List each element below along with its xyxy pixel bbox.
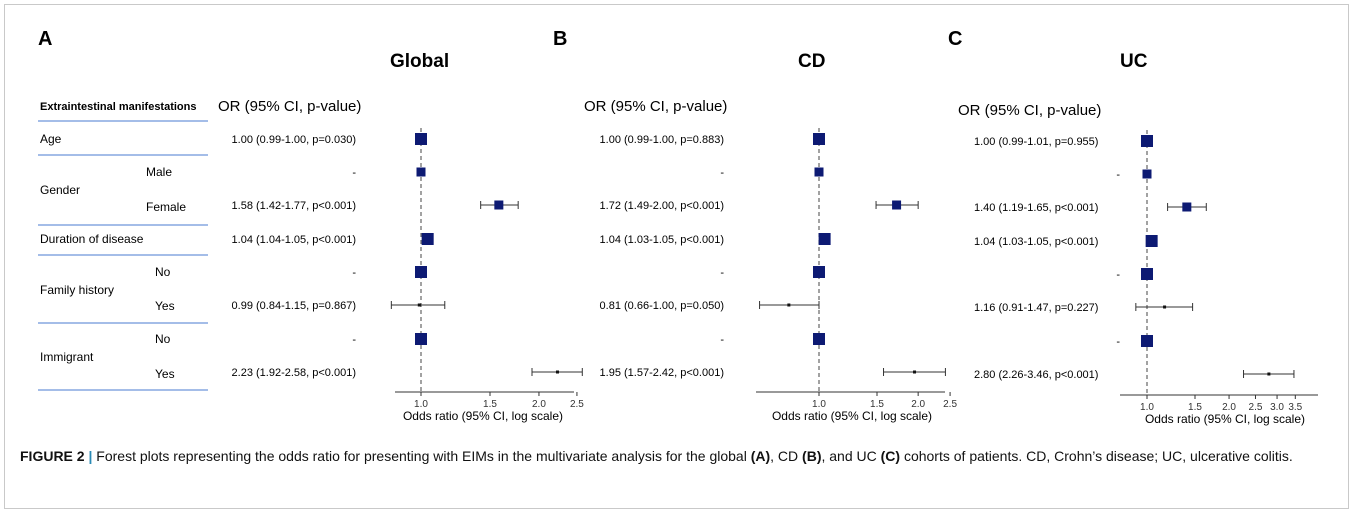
or-value-text: -	[352, 167, 356, 179]
or-value-text: -	[352, 334, 356, 346]
caption-separator: |	[88, 448, 93, 464]
sublevel-male: Male	[146, 165, 172, 179]
point-estimate	[1182, 202, 1192, 212]
x-axis-label-global: Odds ratio (95% CI, log scale)	[403, 409, 563, 423]
x-tick-label: 3.5	[1288, 402, 1302, 413]
x-tick-label: 3.0	[1270, 402, 1284, 413]
x-axis-label-cd: Odds ratio (95% CI, log scale)	[772, 409, 932, 423]
or-value-text: -	[1116, 269, 1120, 281]
table-header: Extraintestinal manifestations	[40, 101, 197, 113]
sublevel-immigrant-yes: Yes	[155, 367, 175, 381]
point-estimate	[813, 133, 825, 145]
point-estimate	[415, 133, 427, 145]
row-label-gender: Gender	[40, 183, 80, 197]
or-value-text: 1.04 (1.04-1.05, p<0.001)	[232, 234, 356, 246]
row-label-age: Age	[40, 132, 62, 146]
or-header-uc: OR (95% CI, p-value)	[958, 102, 1101, 119]
point-estimate	[818, 233, 831, 245]
row-label-duration: Duration of disease	[40, 232, 144, 246]
point-estimate	[1142, 169, 1152, 179]
point-estimate	[1141, 268, 1153, 280]
or-value-text: 1.95 (1.57-2.42, p<0.001)	[600, 367, 724, 379]
row-label-immigrant: Immigrant	[40, 350, 94, 364]
or-value-text: -	[720, 167, 724, 179]
or-value-text: 1.04 (1.03-1.05, p<0.001)	[974, 236, 1098, 248]
or-value-text: 1.00 (0.99-1.01, p=0.955)	[974, 136, 1098, 148]
point-estimate	[1163, 305, 1167, 309]
or-value-text: 2.80 (2.26-3.46, p<0.001)	[974, 369, 1098, 381]
chart-marks: 1.0 1.5 2.0 2.5 1.00 (0.99-1.00, p=0.030) - 1.…	[232, 128, 1318, 413]
or-value-text: 1.04 (1.03-1.05, p<0.001)	[600, 234, 724, 246]
point-estimate	[787, 303, 791, 307]
sublevel-female: Female	[146, 200, 186, 214]
caption-ref-a: (A)	[750, 448, 771, 464]
caption-ref-b: (B)	[802, 448, 822, 464]
point-estimate	[417, 303, 421, 307]
sublevel-immigrant-no: No	[155, 332, 171, 346]
point-estimate	[1141, 335, 1153, 347]
sublevel-family-yes: Yes	[155, 299, 175, 313]
x-tick-label: 2.5	[1249, 402, 1263, 413]
or-value-text: 1.00 (0.99-1.00, p=0.030)	[232, 134, 356, 146]
point-estimate	[814, 167, 824, 177]
caption-text: , and UC	[821, 448, 881, 464]
point-estimate	[1141, 135, 1153, 147]
forest-plot-figure: A Global B CD C UC Extraintestinal manif…	[38, 28, 1318, 426]
or-value-text: -	[352, 267, 356, 279]
caption-ref-c: (C)	[880, 448, 901, 464]
point-estimate	[892, 200, 902, 210]
point-estimate	[415, 333, 427, 345]
point-estimate	[813, 266, 825, 278]
panel-title-cd: CD	[798, 51, 825, 72]
or-value-text: -	[1116, 336, 1120, 348]
x-tick-label: 1.0	[414, 399, 428, 410]
x-tick-label: 1.0	[1140, 402, 1154, 413]
or-value-text: 1.00 (0.99-1.00, p=0.883)	[600, 134, 724, 146]
panel-title-global: Global	[390, 51, 449, 72]
or-value-text: 2.23 (1.92-2.58, p<0.001)	[232, 367, 356, 379]
or-value-text: 0.99 (0.84-1.15, p=0.867)	[232, 300, 356, 312]
x-tick-label: 2.0	[911, 399, 925, 410]
point-estimate	[1145, 235, 1158, 247]
panel-letter-c: C	[948, 28, 962, 50]
caption-text: Forest plots representing the odds ratio…	[92, 448, 751, 464]
or-value-text: 1.58 (1.42-1.77, p<0.001)	[232, 200, 356, 212]
or-header-global: OR (95% CI, p-value)	[218, 98, 361, 115]
or-value-text: -	[720, 334, 724, 346]
point-estimate	[813, 333, 825, 345]
or-value-text: 1.16 (0.91-1.47, p=0.227)	[974, 302, 1098, 314]
point-estimate	[416, 167, 426, 177]
or-header-cd: OR (95% CI, p-value)	[584, 98, 727, 115]
x-axis-label-uc: Odds ratio (95% CI, log scale)	[1145, 412, 1305, 426]
x-tick-label: 2.0	[532, 399, 546, 410]
or-value-text: 1.40 (1.19-1.65, p<0.001)	[974, 202, 1098, 214]
row-label-family-history: Family history	[40, 283, 114, 297]
caption-figure-number: FIGURE 2	[20, 448, 85, 464]
x-tick-label: 2.5	[943, 399, 957, 410]
point-estimate	[415, 266, 427, 278]
or-value-text: 1.72 (1.49-2.00, p<0.001)	[600, 200, 724, 212]
point-estimate	[555, 370, 559, 374]
sublevel-family-no: No	[155, 265, 171, 279]
point-estimate	[913, 370, 917, 374]
or-value-text: -	[720, 267, 724, 279]
point-estimate	[494, 200, 504, 210]
caption-text: cohorts of patients. CD, Crohn’s disease…	[900, 448, 1293, 464]
x-tick-label: 1.5	[483, 399, 497, 410]
x-tick-label: 1.5	[1188, 402, 1202, 413]
panel-letter-b: B	[553, 28, 567, 50]
x-tick-label: 2.0	[1222, 402, 1236, 413]
point-estimate	[1267, 372, 1271, 376]
figure-frame	[4, 4, 1349, 509]
figure-caption: FIGURE 2 | Forest plots representing the…	[20, 445, 1335, 467]
or-value-text: -	[1116, 169, 1120, 181]
point-estimate	[421, 233, 434, 245]
x-tick-label: 1.5	[870, 399, 884, 410]
x-tick-label: 2.5	[570, 399, 584, 410]
x-tick-label: 1.0	[812, 399, 826, 410]
panel-title-uc: UC	[1120, 51, 1148, 72]
panel-letter-a: A	[38, 28, 52, 50]
caption-text: , CD	[770, 448, 803, 464]
or-value-text: 0.81 (0.66-1.00, p=0.050)	[600, 300, 724, 312]
